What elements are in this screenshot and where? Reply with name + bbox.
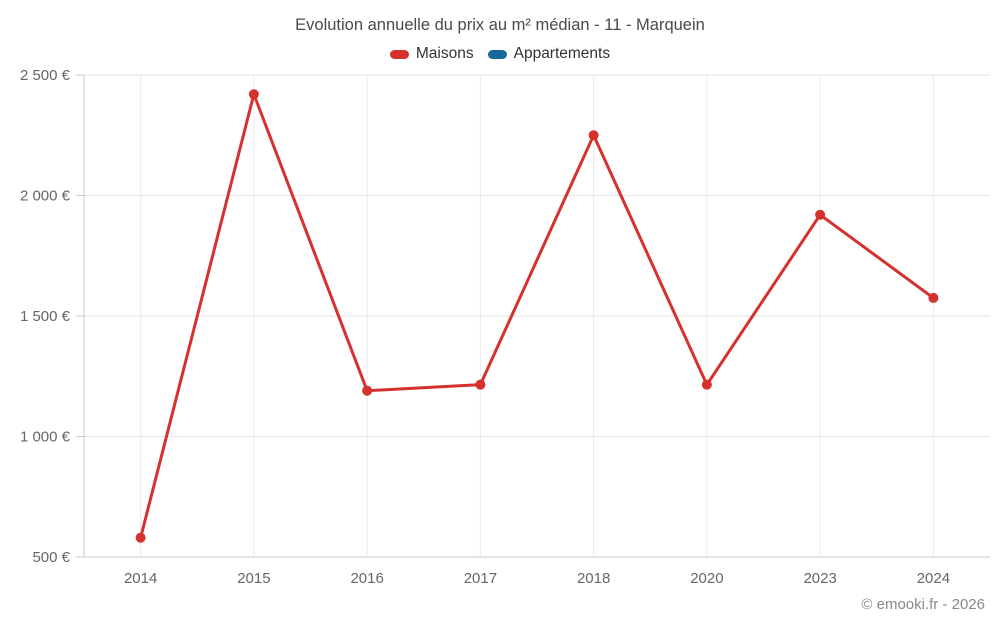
x-tick-label: 2018 xyxy=(577,570,610,587)
x-tick-label: 2015 xyxy=(237,570,270,587)
data-point-maisons-2018[interactable] xyxy=(588,130,599,141)
y-tick-label: 500 € xyxy=(32,549,70,566)
x-tick-label: 2014 xyxy=(124,570,157,587)
data-point-maisons-2023[interactable] xyxy=(815,209,826,220)
x-tick-label: 2020 xyxy=(690,570,723,587)
data-point-maisons-2020[interactable] xyxy=(701,379,712,390)
legend-item-maisons[interactable]: Maisons xyxy=(389,45,474,63)
credits-link[interactable]: © emooki.fr - 2026 xyxy=(861,596,985,613)
y-tick-label: 2 000 € xyxy=(20,188,71,205)
chart-legend: Maisons Appartements xyxy=(0,45,1000,63)
data-point-maisons-2024[interactable] xyxy=(928,292,939,303)
y-tick-label: 2 500 € xyxy=(20,67,71,84)
x-tick-label: 2017 xyxy=(464,570,497,587)
legend-swatch-appartements xyxy=(487,49,507,59)
legend-swatch-maisons xyxy=(389,49,409,59)
data-point-maisons-2016[interactable] xyxy=(362,385,373,396)
data-point-maisons-2017[interactable] xyxy=(475,379,486,390)
data-point-maisons-2014[interactable] xyxy=(135,532,146,543)
x-tick-label: 2024 xyxy=(917,570,950,587)
series-line-maisons xyxy=(139,92,935,540)
legend-item-appartements[interactable]: Appartements xyxy=(487,45,611,63)
y-tick-label: 1 500 € xyxy=(20,308,71,325)
x-tick-label: 2023 xyxy=(803,570,836,587)
x-tick-label: 2016 xyxy=(350,570,383,587)
chart-title: Evolution annuelle du prix au m² médian … xyxy=(295,16,705,34)
y-tick-label: 1 000 € xyxy=(20,429,71,446)
legend-label-appartements: Appartements xyxy=(513,45,611,62)
legend-label-maisons: Maisons xyxy=(415,45,474,62)
data-point-maisons-2015[interactable] xyxy=(248,89,259,100)
